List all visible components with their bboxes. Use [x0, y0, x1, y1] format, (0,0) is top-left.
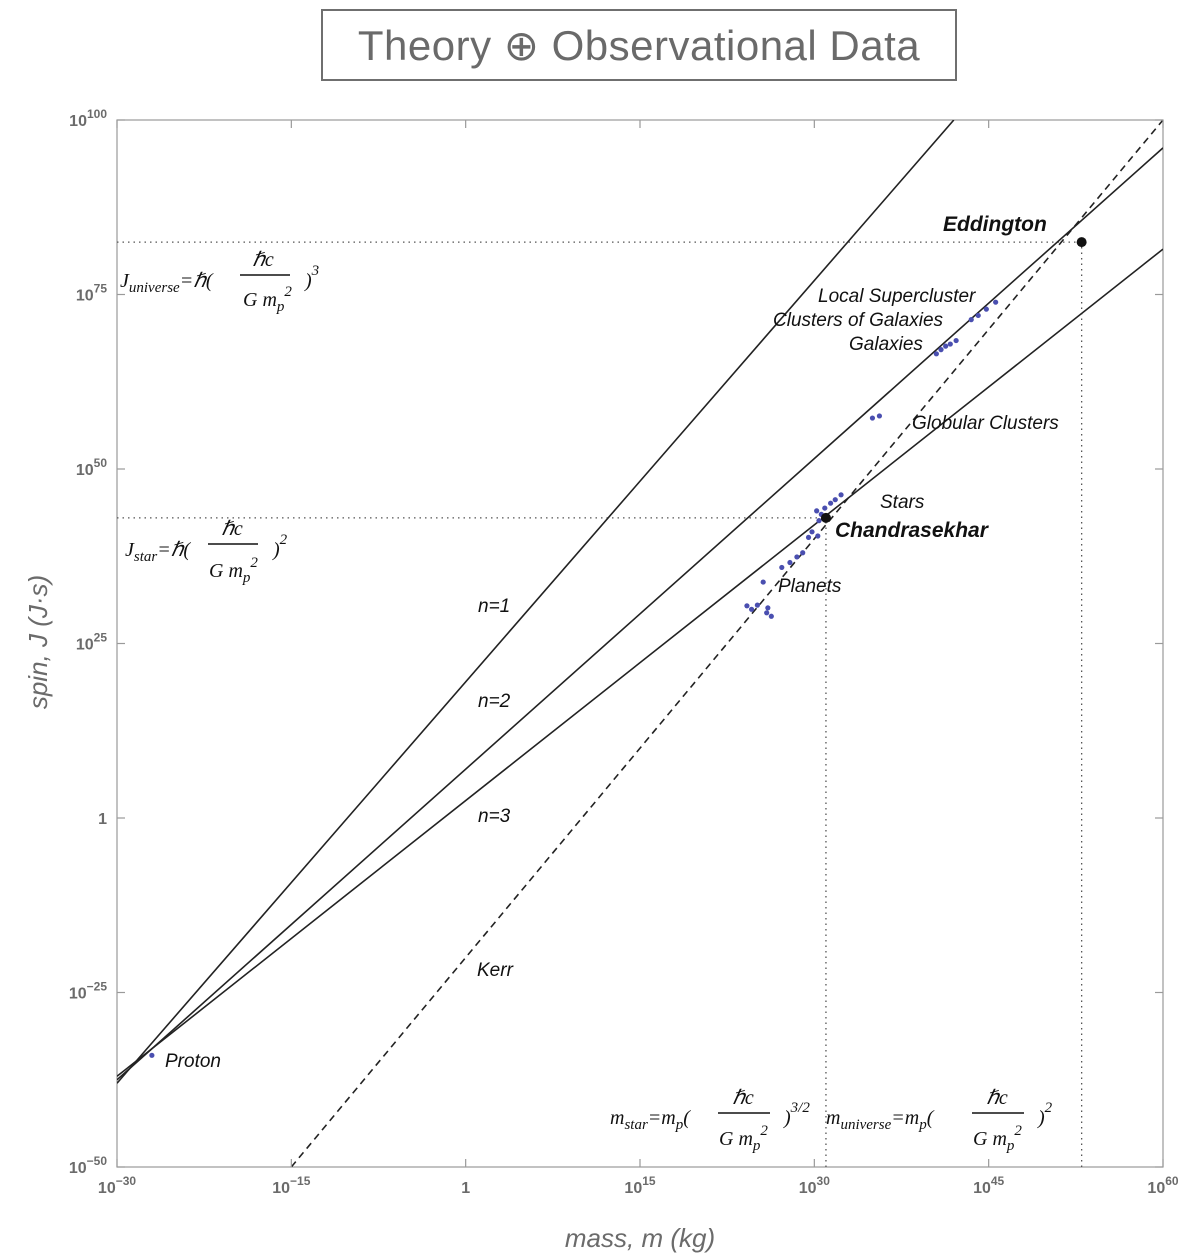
series-line-n-1: [117, 120, 955, 1084]
formula-m-star: mstar=mp( ℏc G mp2 )3/2: [610, 1087, 810, 1154]
data-point: [760, 579, 766, 585]
formula-m-universe: muniverse=mp( ℏc G mp2 )2: [826, 1087, 1053, 1154]
data-point: [832, 497, 838, 503]
svg-text:Juniverse=ℏ(: Juniverse=ℏ(: [120, 270, 214, 296]
svg-text:ℏc: ℏc: [986, 1087, 1008, 1109]
data-point: [787, 559, 793, 566]
x-tick-label: 1060: [1147, 1174, 1178, 1197]
data-point: [968, 317, 974, 323]
label-globular-clusters: Globular Clusters: [912, 413, 1059, 434]
label-local-supercluster: Local Supercluster: [818, 286, 976, 307]
svg-text:ℏc: ℏc: [732, 1087, 754, 1109]
series-line-n-3: [117, 248, 1163, 1077]
series-line-n-2: [117, 147, 1163, 1081]
label-n3: n=3: [478, 806, 511, 827]
x-tick-label: 1045: [973, 1174, 1004, 1197]
y-tick-label: 10−50: [69, 1154, 107, 1177]
svg-text:)3: )3: [304, 263, 319, 292]
y-axis-label: spin, J (J·s): [23, 575, 53, 709]
svg-text:G mp2: G mp2: [243, 284, 292, 315]
svg-text:G mp2: G mp2: [973, 1123, 1022, 1154]
x-tick-label: 1030: [799, 1174, 830, 1197]
data-point: [754, 602, 760, 608]
label-chandrasekhar: Chandrasekhar: [835, 519, 990, 542]
data-point: [149, 1052, 155, 1058]
data-point: [838, 492, 844, 498]
data-point: [876, 413, 883, 419]
label-n1: n=1: [478, 596, 510, 617]
data-point: [814, 508, 820, 514]
data-point: [768, 613, 774, 619]
formula-j-star: Jstar=ℏ( ℏc G mp2 )2: [125, 518, 288, 586]
data-point: [815, 533, 821, 539]
data-point: [975, 312, 981, 319]
data-point: [938, 347, 944, 353]
x-tick-label: 10−30: [98, 1174, 136, 1197]
data-point: [993, 299, 999, 305]
label-clusters-of-galaxies: Clusters of Galaxies: [773, 310, 944, 331]
data-point: [764, 610, 770, 616]
data-point: [816, 518, 822, 524]
data-point: [943, 343, 949, 349]
svg-text:)2: )2: [1037, 1100, 1053, 1129]
data-point: [953, 337, 959, 344]
data-point: [828, 500, 834, 506]
svg-text:ℏc: ℏc: [221, 518, 243, 540]
x-axis-label: mass, m (kg): [565, 1223, 715, 1253]
data-point: [744, 603, 750, 609]
label-kerr: Kerr: [477, 960, 514, 981]
svg-text:ℏc: ℏc: [252, 249, 274, 271]
y-tick-label: 1075: [76, 282, 107, 305]
data-point: [794, 554, 800, 560]
data-point: [779, 564, 785, 571]
data-point: [933, 351, 939, 357]
data-point: [983, 306, 989, 312]
key-point-eddington: [1076, 237, 1087, 248]
data-point: [748, 606, 755, 612]
svg-text:mstar=mp(: mstar=mp(: [610, 1107, 691, 1133]
y-tick-label: 1050: [76, 456, 107, 479]
y-tick-label: 10−25: [69, 980, 107, 1003]
x-tick-label: 10−15: [272, 1174, 310, 1197]
x-tick-label: 1: [461, 1180, 470, 1197]
y-tick-label: 10100: [69, 107, 107, 130]
label-stars: Stars: [880, 492, 925, 513]
svg-text:)3/2: )3/2: [783, 1100, 810, 1129]
data-point: [805, 534, 812, 541]
series-line-kerr: [290, 120, 1163, 1167]
data-point: [765, 605, 771, 611]
label-eddington: Eddington: [943, 213, 1047, 236]
data-point: [809, 529, 815, 535]
svg-text:Jstar=ℏ(: Jstar=ℏ(: [125, 539, 191, 565]
key-point-chandrasekhar: [820, 512, 831, 523]
data-point: [947, 341, 953, 347]
x-tick-label: 1015: [624, 1174, 655, 1197]
plot-frame: [116, 119, 1164, 1168]
chart-title: Theory ⊕ Observational Data: [321, 9, 957, 81]
data-point: [869, 415, 876, 421]
data-point: [822, 505, 828, 511]
svg-text:G mp2: G mp2: [719, 1123, 768, 1154]
label-galaxies: Galaxies: [849, 334, 923, 355]
formula-j-universe: Juniverse=ℏ( ℏc G mp2 )3: [120, 249, 319, 315]
label-n2: n=2: [478, 691, 511, 712]
y-tick-label: 1: [98, 811, 107, 828]
data-point: [800, 550, 806, 556]
label-proton: Proton: [165, 1051, 221, 1072]
label-planets: Planets: [778, 576, 842, 597]
svg-text:muniverse=mp(: muniverse=mp(: [826, 1107, 935, 1133]
svg-text:)2: )2: [272, 532, 288, 561]
svg-text:G mp2: G mp2: [209, 555, 258, 586]
y-tick-label: 1025: [76, 631, 107, 654]
